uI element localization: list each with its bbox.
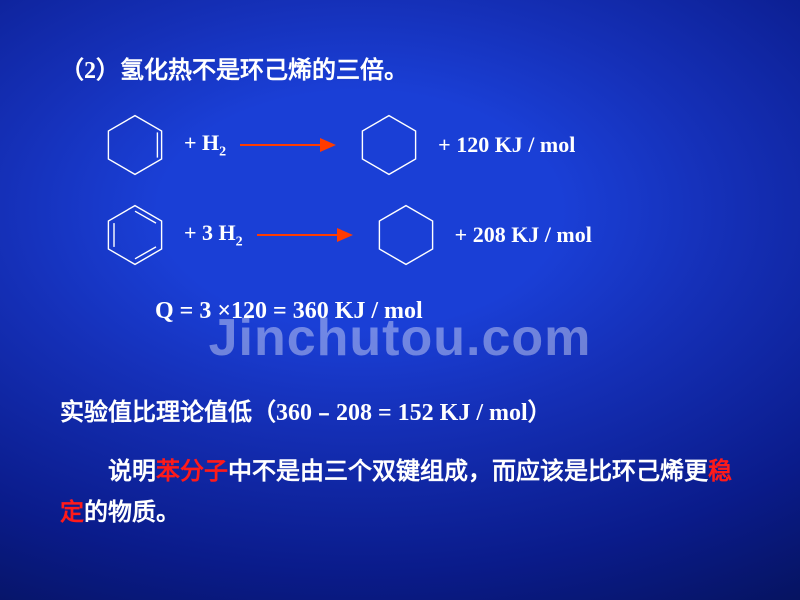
reaction-row-1: + H2 + 120 KJ / mol	[100, 110, 575, 180]
benzene-icon	[100, 200, 170, 270]
conc-a: 说明	[108, 459, 156, 485]
rxn1-plus: + H	[184, 130, 219, 155]
cyclohexene-icon	[100, 110, 170, 180]
cyclohexane-icon	[371, 200, 441, 270]
exp-c: ）	[528, 400, 552, 426]
rxn2-energy: + 208 KJ / mol	[455, 222, 592, 248]
q-b: 120 = 360 KJ / mol	[231, 298, 423, 324]
rxn2-plus: + 3 H	[184, 220, 236, 245]
rxn1-energy: + 120 KJ / mol	[438, 132, 575, 158]
conc-b: 苯分子	[156, 459, 228, 485]
rxn1-reagent: + H2	[184, 130, 226, 160]
slide-title: （2）氢化热不是环己烯的三倍。	[60, 50, 408, 85]
conc-c: 中不是由三个双键组成，而应该是比环己烯更	[228, 459, 708, 485]
arrow-icon	[257, 220, 357, 250]
q-a: Q = 3	[155, 298, 217, 324]
slide: （2）氢化热不是环己烯的三倍。 + H2 + 120 KJ / mol + 3 …	[0, 0, 800, 600]
conc-e: 的物质。	[84, 500, 180, 526]
cyclohexane-icon	[354, 110, 424, 180]
experimental-line: 实验值比理论值低（360﹣208 = 152 KJ / mol）	[60, 392, 552, 427]
arrow-icon	[240, 130, 340, 160]
reaction-row-2: + 3 H2 + 208 KJ / mol	[100, 200, 592, 270]
q-equation: Q = 3 ×120 = 360 KJ / mol	[155, 298, 423, 325]
q-times: ×	[217, 298, 231, 324]
conclusion: 说明苯分子中不是由三个双键组成，而应该是比环己烯更稳定的物质。	[60, 452, 740, 534]
exp-b: 360﹣208 = 152 KJ / mol	[276, 400, 528, 426]
rxn1-sub: 2	[219, 144, 226, 159]
rxn2-sub: 2	[236, 234, 243, 249]
rxn2-reagent: + 3 H2	[184, 220, 243, 250]
exp-a: 实验值比理论值低（	[60, 400, 276, 426]
